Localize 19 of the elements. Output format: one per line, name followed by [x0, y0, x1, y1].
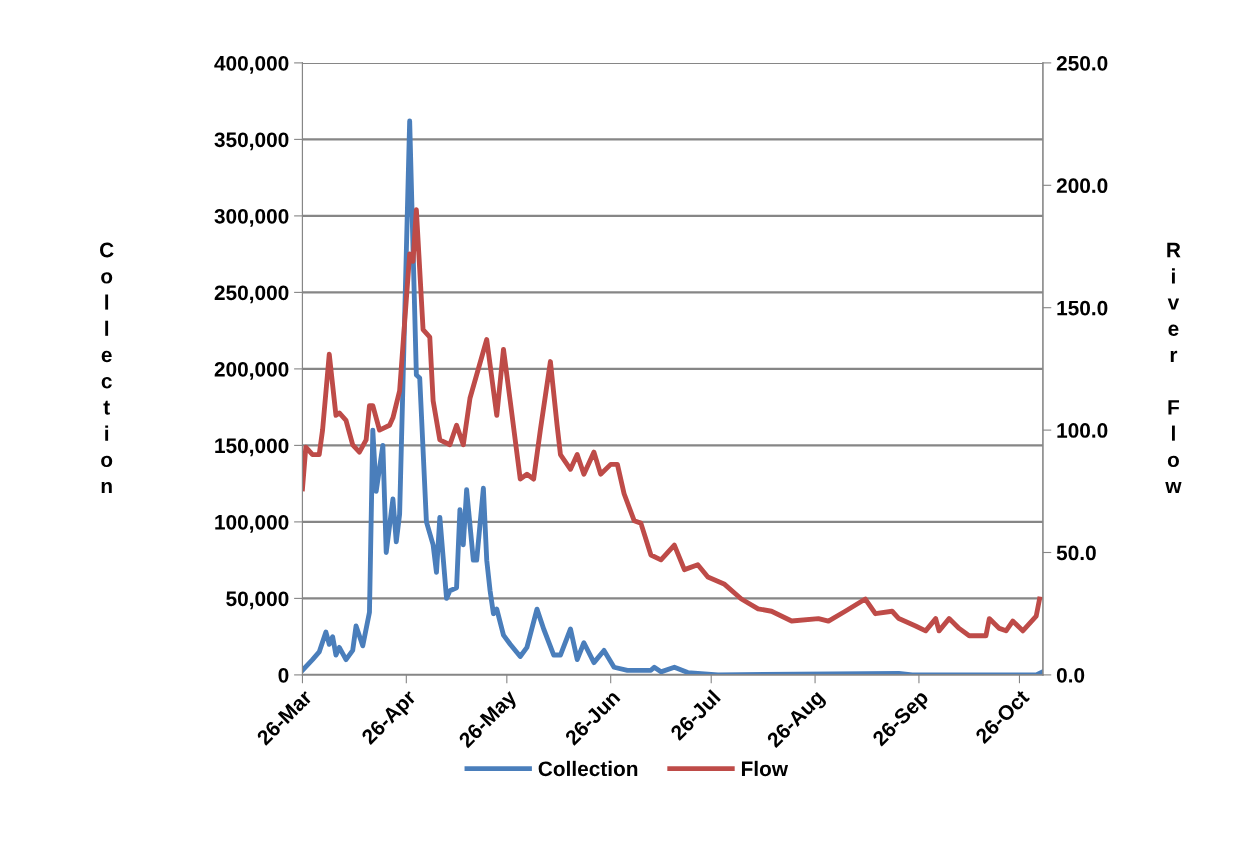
legend-label: Collection: [538, 760, 638, 777]
y-tick-label: 50,000: [226, 591, 289, 610]
legend-label: Flow: [741, 760, 789, 777]
y-tick-label: 100,000: [215, 514, 289, 533]
y-tick-label: 250,000: [214, 285, 289, 304]
y2-tick-label: 50.0: [1056, 545, 1096, 561]
y-tick-label: 200,000: [214, 361, 289, 380]
y-tick-label: 400,000: [214, 55, 289, 74]
y-tick-label: 150,000: [215, 438, 289, 457]
text: Collection: [100, 242, 114, 494]
y2-tick-label: 100.0: [1057, 423, 1108, 438]
y-tick-label: 350,000: [214, 132, 289, 151]
y-tick-label: 0: [278, 667, 289, 683]
y2-tick-label: 0.0: [1056, 667, 1085, 683]
y2-tick-label: 250.0: [1056, 55, 1108, 71]
text: River Flow: [1165, 242, 1182, 494]
y2-tick-label: 200.0: [1056, 178, 1108, 194]
y-tick-label: 300,000: [214, 208, 289, 227]
y2-tick-label: 150.0: [1057, 300, 1108, 316]
